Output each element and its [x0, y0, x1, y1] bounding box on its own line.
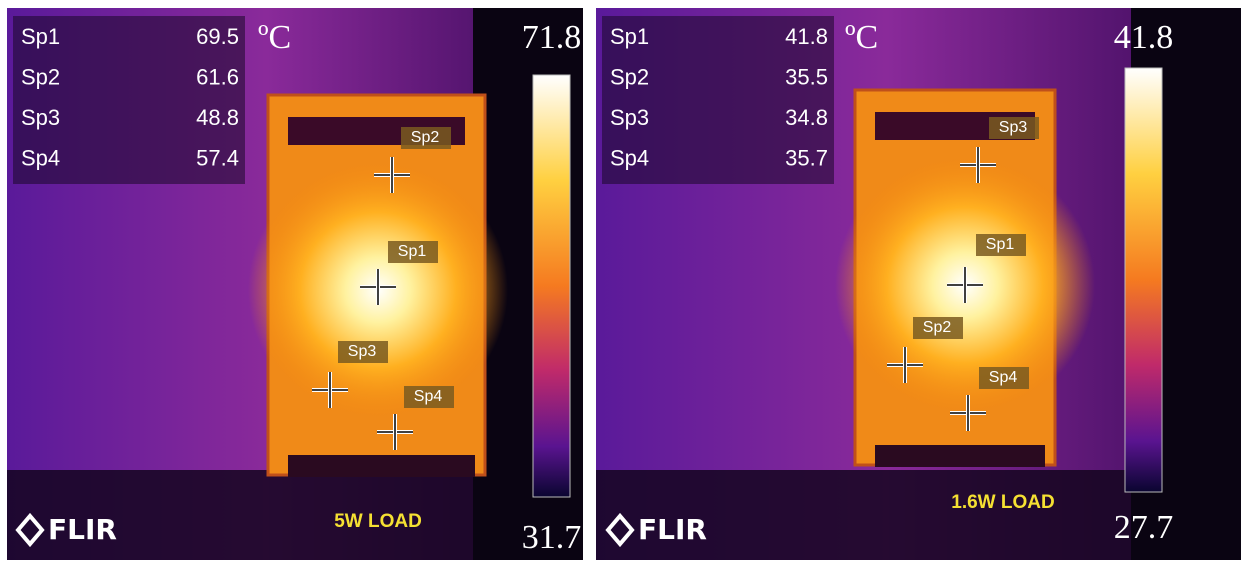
- spot-name: Sp3: [610, 105, 649, 130]
- flir-logo: FLIR: [48, 513, 117, 546]
- spot-label: Sp4: [989, 369, 1018, 386]
- scale-min: 31.7: [522, 519, 582, 556]
- spot-value: 69.5: [196, 24, 239, 49]
- spot-value: 57.4: [196, 145, 239, 170]
- spot-name: Sp4: [610, 145, 649, 170]
- load-label: 5W LOAD: [334, 511, 422, 532]
- spot-name: Sp3: [21, 105, 60, 130]
- board-connector: [875, 445, 1045, 467]
- board-connector: [288, 455, 475, 477]
- spot-value: 41.8: [785, 24, 828, 49]
- spot-name: Sp2: [21, 64, 60, 89]
- unit: ºC: [845, 19, 878, 56]
- spot-name: Sp1: [610, 24, 649, 49]
- thermal-panel: Sp1 69.5 Sp2 61.6 Sp3 48.8 Sp4 57.4 ºC 71.8 31.7 Sp…: [7, 8, 583, 560]
- scale-max: 41.8: [1114, 19, 1174, 56]
- spot-label: Sp4: [414, 388, 443, 405]
- flir-logo: FLIR: [638, 513, 707, 546]
- spot-label: Sp2: [411, 129, 440, 146]
- unit: ºC: [258, 19, 291, 56]
- spot-label: Sp1: [986, 236, 1015, 253]
- spot-label: Sp3: [999, 119, 1028, 136]
- thermal-comparison: Sp1 69.5 Sp2 61.6 Sp3 48.8 Sp4 57.4 ºC 71.8 31.7 Sp…: [0, 0, 1247, 563]
- spot-name: Sp4: [21, 145, 60, 170]
- spot-value: 35.5: [785, 64, 828, 89]
- color-scale: [533, 75, 570, 497]
- spot-label: Sp3: [348, 343, 377, 360]
- spot-value: 35.7: [785, 145, 828, 170]
- spot-value: 48.8: [196, 105, 239, 130]
- spot-value: 34.8: [785, 105, 828, 130]
- spot-label: Sp2: [923, 319, 952, 336]
- thermal-panel: Sp1 41.8 Sp2 35.5 Sp3 34.8 Sp4 35.7 ºC 41.8 27.7 Sp…: [596, 8, 1241, 560]
- load-label: 1.6W LOAD: [951, 492, 1054, 513]
- scale-max: 71.8: [522, 19, 582, 56]
- spot-label: Sp1: [398, 243, 427, 260]
- color-scale: [1125, 68, 1162, 492]
- scale-min: 27.7: [1114, 509, 1174, 546]
- spot-name: Sp1: [21, 24, 60, 49]
- spot-name: Sp2: [610, 64, 649, 89]
- spot-value: 61.6: [196, 64, 239, 89]
